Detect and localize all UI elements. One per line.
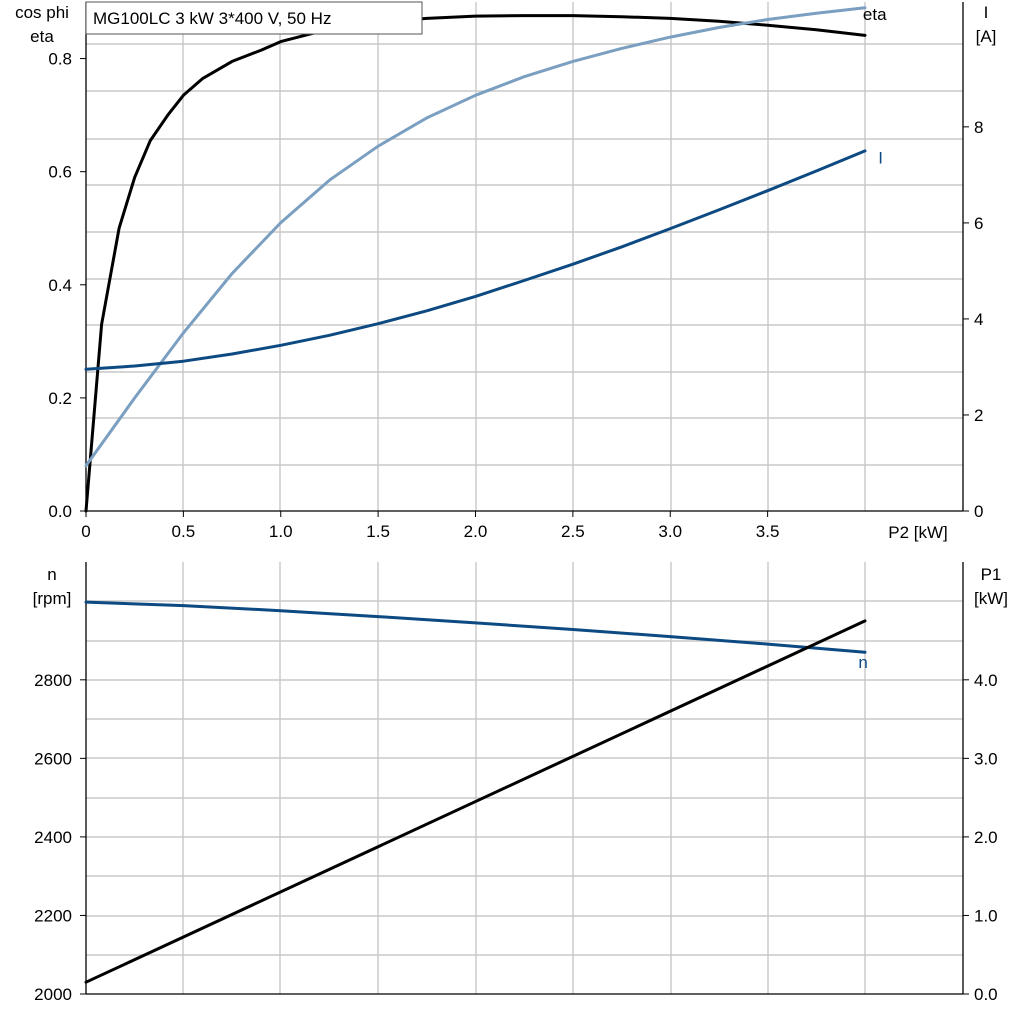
right-tick-label: 2 bbox=[974, 406, 983, 425]
left-tick-label: 2800 bbox=[34, 671, 72, 690]
left-tick-label: 2600 bbox=[34, 749, 72, 768]
curve-label-eta: eta bbox=[863, 5, 887, 24]
left-tick-label: 2400 bbox=[34, 828, 72, 847]
curve-label-i: I bbox=[878, 148, 883, 167]
right-tick-label: 0 bbox=[974, 502, 983, 521]
x-tick-label: 3.5 bbox=[756, 522, 780, 541]
gridlines bbox=[86, 562, 963, 994]
right-axis-label: P1 bbox=[981, 565, 1002, 584]
title-box: MG100LC 3 kW 3*400 V, 50 Hz bbox=[85, 1, 423, 35]
upper-panel: 0.0 0.2 0.4 0.6 0.8 0 2 4 6 8 0 0.5 1.0 1.5 2.0 2.5 3.0 3… bbox=[15, 2, 997, 542]
x-tick-label: 2.5 bbox=[561, 522, 585, 541]
left-axis-label: eta bbox=[30, 27, 54, 46]
x-axis-label: P2 [kW] bbox=[888, 523, 948, 542]
left-tick-label: 0.6 bbox=[48, 163, 72, 182]
right-tick-label: 6 bbox=[974, 214, 983, 233]
left-axis-label: cos phi bbox=[15, 3, 69, 22]
x-tick-label: 3.0 bbox=[658, 522, 682, 541]
x-tick-label: 1.5 bbox=[366, 522, 390, 541]
chart-title: MG100LC 3 kW 3*400 V, 50 Hz bbox=[93, 9, 331, 28]
left-tick-label: 0.8 bbox=[48, 50, 72, 69]
x-tick-label: 0.5 bbox=[172, 522, 196, 541]
right-tick-label: 2.0 bbox=[974, 828, 998, 847]
right-tick-label: 4.0 bbox=[974, 671, 998, 690]
series-line-p1 bbox=[84, 619, 867, 984]
left-tick-label: 2000 bbox=[34, 985, 72, 1004]
right-tick-label: 8 bbox=[974, 118, 983, 137]
left-axis-label: n bbox=[47, 565, 56, 584]
series-line-i bbox=[84, 149, 867, 371]
left-tick-label: 0.0 bbox=[48, 502, 72, 521]
left-tick-label: 0.4 bbox=[48, 276, 72, 295]
right-axis-label: [A] bbox=[976, 27, 997, 46]
right-tick-label: 3.0 bbox=[974, 749, 998, 768]
gridlines bbox=[86, 2, 963, 511]
x-tick-label: 1.0 bbox=[269, 522, 293, 541]
series-line-n bbox=[84, 600, 867, 654]
right-axis-label: [kW] bbox=[974, 589, 1008, 608]
right-tick-label: 4 bbox=[974, 310, 983, 329]
right-tick-label: 1.0 bbox=[974, 906, 998, 925]
left-tick-label: 0.2 bbox=[48, 389, 72, 408]
x-tick-label: 0 bbox=[81, 522, 90, 541]
series-line-cos-phi bbox=[84, 6, 867, 468]
left-tick-label: 2200 bbox=[34, 906, 72, 925]
x-tick-label: 2.0 bbox=[464, 522, 488, 541]
right-axis-label: I bbox=[984, 3, 989, 22]
right-tick-label: 0.0 bbox=[974, 985, 998, 1004]
lower-panel: 2000 2200 2400 2600 2800 0.0 1.0 2.0 3.0 4.0 n [rpm… bbox=[33, 562, 1008, 1004]
curve-label-n: n bbox=[858, 653, 867, 672]
left-axis-label: [rpm] bbox=[33, 589, 72, 608]
